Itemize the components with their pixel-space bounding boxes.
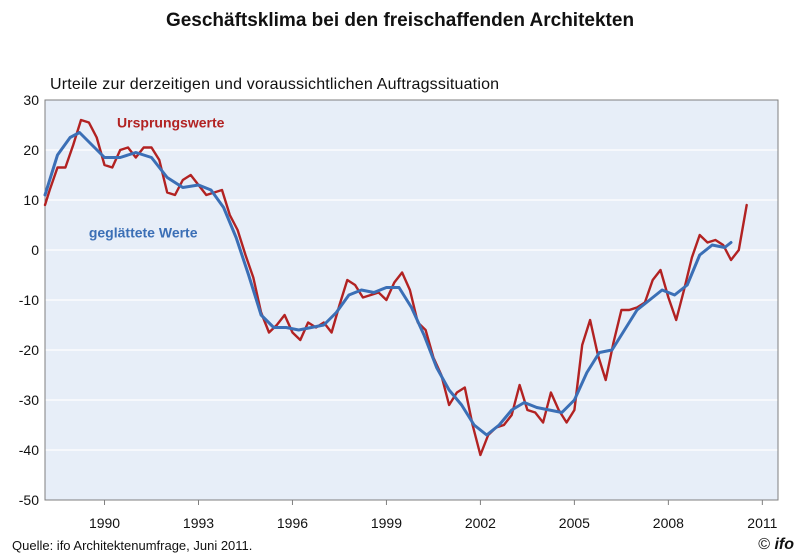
y-tick-label: 30 (23, 92, 39, 108)
y-tick-label: 0 (31, 242, 39, 258)
copyright-symbol: © (758, 536, 770, 553)
y-tick-label: 20 (23, 142, 39, 158)
plot-frame (44, 99, 779, 501)
y-tick-label: -40 (19, 442, 39, 458)
x-tick-label: 1999 (371, 515, 402, 531)
ifo-logo: © ifo (758, 536, 794, 554)
source-note: Quelle: ifo Architektenumfrage, Juni 201… (12, 538, 253, 553)
annotations: Ursprungswerte geglättete Werte (89, 115, 225, 241)
x-tick-label: 1993 (183, 515, 214, 531)
y-tick-label: -10 (19, 292, 39, 308)
annotation-smoothed: geglättete Werte (89, 225, 198, 241)
series-lines (43, 118, 748, 457)
y-tick-label: -30 (19, 392, 39, 408)
y-tick-label: 10 (23, 192, 39, 208)
y-tick-label: -20 (19, 342, 39, 358)
x-tick-label: 2008 (653, 515, 684, 531)
y-axis: 30 20 10 0 -10 -20 -30 -40 -50 (19, 92, 39, 508)
annotation-raw: Ursprungswerte (117, 115, 225, 131)
x-axis: 1990 1993 1996 1999 2002 2005 2008 2011 (89, 500, 778, 531)
chart-title: Geschäftsklima bei den freischaffenden A… (165, 10, 635, 31)
series-line-raw (43, 118, 748, 457)
x-tick-label: 2002 (465, 515, 496, 531)
x-tick-label: 1996 (277, 515, 308, 531)
chart-subtitle: Urteile zur derzeitigen und voraussichtl… (50, 76, 500, 93)
x-tick-label: 2005 (559, 515, 590, 531)
x-tick-label: 2011 (747, 515, 777, 531)
y-tick-label: -50 (19, 492, 39, 508)
series-line-smoothed (43, 131, 733, 437)
x-tick-label: 1990 (89, 515, 120, 531)
logo-word: ifo (774, 536, 794, 553)
